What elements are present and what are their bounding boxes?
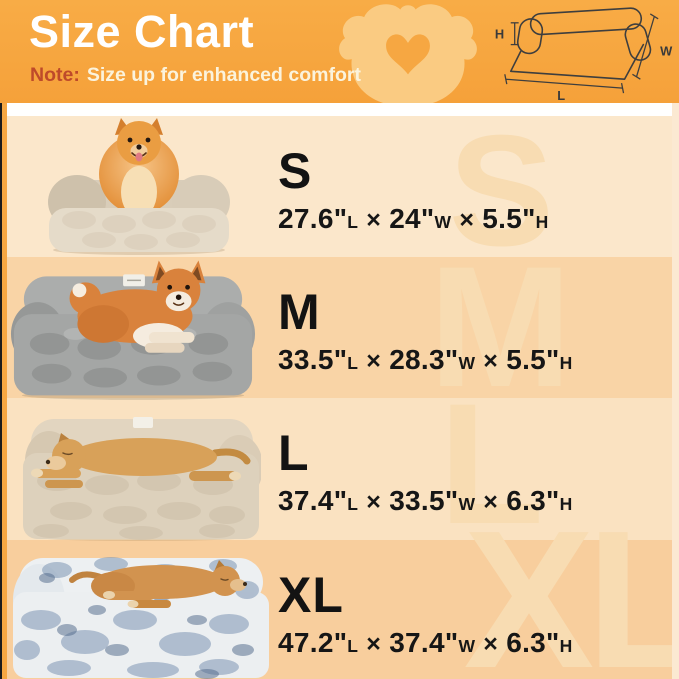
dim-value: 28.3" — [389, 344, 459, 375]
size-row-l: L — [7, 378, 672, 550]
note: Note: Size up for enhanced comfort — [30, 64, 361, 87]
dim-unit: L — [347, 494, 359, 514]
dim-unit: W — [458, 353, 476, 373]
header: Size Chart Note: Size up for enhanced com… — [0, 0, 679, 103]
dim-value: 5.5" — [482, 203, 536, 234]
diagram-length-label: L — [557, 88, 565, 101]
photo-sleeping-dog-on-beige-bed — [23, 417, 261, 541]
dim-value: 33.5" — [389, 485, 459, 516]
dimensions-text: 37.4"L × 33.5"W × 6.3"H — [278, 485, 573, 517]
dim-unit: H — [559, 636, 573, 656]
size-row-m: M — [7, 241, 672, 413]
page-title: Size Chart — [29, 6, 255, 57]
size-row-s: S — [7, 112, 672, 270]
diagram-height-label: H — [495, 27, 504, 42]
photo-pomeranian-on-cream-bed — [48, 118, 230, 255]
row-text: S 27.6"L × 24"W × 5.5"H — [278, 144, 549, 235]
dim-value: 5.5" — [506, 344, 560, 375]
dim-value: 6.3" — [506, 485, 560, 516]
dim-value: 37.4" — [389, 627, 459, 658]
times-sign: × — [483, 488, 499, 516]
header-separator-strip — [7, 103, 672, 116]
size-label: S — [278, 143, 313, 199]
dim-value: 27.6" — [278, 203, 348, 234]
dim-unit: W — [458, 636, 476, 656]
row-text: M 33.5"L × 28.3"W × 5.5"H — [278, 285, 573, 376]
dim-unit: L — [347, 636, 359, 656]
dim-value: 37.4" — [278, 485, 348, 516]
size-label: M — [278, 284, 321, 340]
diagram-width-label: W — [660, 43, 673, 58]
times-sign: × — [366, 206, 382, 234]
dim-unit: H — [559, 353, 573, 373]
dim-unit: H — [559, 494, 573, 514]
dimensions-text: 47.2"L × 37.4"W × 6.3"H — [278, 627, 573, 659]
photo-sleeping-dog-on-blue-tiedye-bed — [13, 557, 269, 679]
dim-unit: L — [347, 353, 359, 373]
note-text: Size up for enhanced comfort — [86, 64, 361, 86]
times-sign: × — [459, 206, 475, 234]
size-row-xl: XL — [7, 502, 679, 679]
row-text: L 37.4"L × 33.5"W × 6.3"H — [278, 426, 573, 517]
fluffy-dog-head-heart-watermark-icon — [339, 4, 477, 103]
dimensions-text: 33.5"L × 28.3"W × 5.5"H — [278, 344, 573, 376]
size-label: L — [278, 425, 310, 481]
dimensions-text: 27.6"L × 24"W × 5.5"H — [278, 203, 549, 235]
dim-unit: W — [458, 494, 476, 514]
dim-value: 47.2" — [278, 627, 348, 658]
times-sign: × — [366, 347, 382, 375]
dim-value: 24" — [389, 203, 435, 234]
dim-value: 6.3" — [506, 627, 560, 658]
times-sign: × — [366, 630, 382, 658]
row-text: XL 47.2"L × 37.4"W × 6.3"H — [278, 568, 573, 659]
dim-value: 33.5" — [278, 344, 348, 375]
photo-shiba-inu-on-gray-bed — [10, 260, 256, 400]
right-edge-strip — [672, 103, 679, 679]
times-sign: × — [366, 488, 382, 516]
times-sign: × — [483, 347, 499, 375]
bed-dimensions-diagram: H W L — [495, 7, 673, 101]
dim-unit: L — [347, 212, 359, 232]
times-sign: × — [483, 630, 499, 658]
dim-unit: H — [535, 212, 549, 232]
size-label: XL — [278, 567, 344, 623]
size-rows-panel: S — [7, 103, 679, 679]
note-label: Note: — [30, 64, 80, 86]
dim-unit: W — [434, 212, 452, 232]
